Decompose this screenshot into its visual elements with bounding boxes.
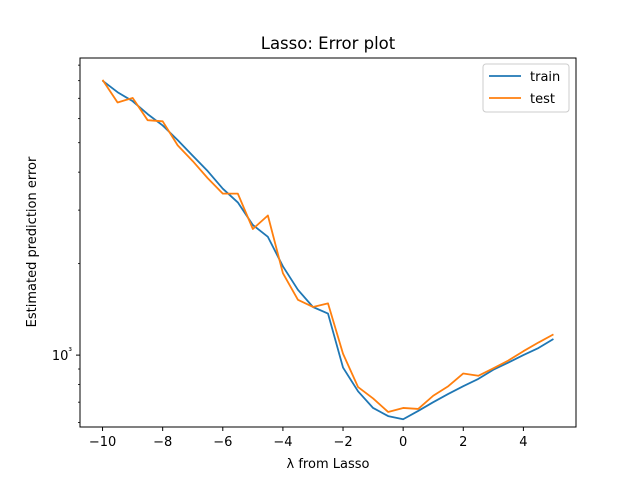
data-point-test xyxy=(222,192,224,194)
data-point-train xyxy=(192,155,194,157)
data-point-test xyxy=(237,192,239,194)
data-point-test xyxy=(267,214,269,216)
x-tick-label: −10 xyxy=(89,435,116,450)
data-point-test xyxy=(342,353,344,355)
data-point-train xyxy=(537,347,539,349)
data-point-train xyxy=(327,312,329,314)
data-point-test xyxy=(297,299,299,301)
chart-title: Lasso: Error plot xyxy=(261,34,396,53)
legend-label-test: test xyxy=(530,92,555,107)
data-point-test xyxy=(432,395,434,397)
data-point-test xyxy=(327,302,329,304)
data-point-test xyxy=(312,306,314,308)
series-line-test xyxy=(101,79,554,413)
data-point-test xyxy=(357,386,359,388)
data-point-test xyxy=(402,407,404,409)
x-axis: −10 −8 −6 −4 −2 0 2 4 xyxy=(89,427,528,450)
y-tick-label: 10³ xyxy=(52,347,73,364)
data-point-train xyxy=(372,407,374,409)
data-point-train xyxy=(237,201,239,203)
x-tick-label: 2 xyxy=(459,435,467,450)
data-point-test xyxy=(101,79,103,81)
x-tick-label: 4 xyxy=(519,435,527,450)
plot-area xyxy=(79,57,577,428)
data-point-test xyxy=(282,272,284,274)
x-tick-label: −4 xyxy=(273,435,292,450)
data-point-test xyxy=(161,120,163,122)
data-point-test xyxy=(387,411,389,413)
series-layer xyxy=(101,79,554,421)
data-point-test xyxy=(372,397,374,399)
data-point-test xyxy=(252,228,254,230)
data-point-test xyxy=(417,408,419,410)
data-point-test xyxy=(146,119,148,121)
data-point-train xyxy=(552,338,554,340)
plot-frame xyxy=(79,57,577,428)
x-tick-label: −6 xyxy=(213,435,232,450)
data-point-train xyxy=(522,354,524,356)
legend-label-train: train xyxy=(530,70,560,85)
data-point-test xyxy=(192,160,194,162)
series-line-train xyxy=(102,79,554,421)
data-point-train xyxy=(477,378,479,380)
data-point-train xyxy=(402,418,404,420)
data-point-test xyxy=(462,372,464,374)
data-point-test xyxy=(537,341,539,343)
data-point-test xyxy=(131,97,133,99)
data-point-train xyxy=(267,236,269,238)
data-point-train xyxy=(387,415,389,417)
y-axis: 10³ xyxy=(52,64,80,423)
data-point-test xyxy=(492,367,494,369)
x-tick-label: −8 xyxy=(153,435,172,450)
data-point-train xyxy=(161,124,163,126)
data-point-train xyxy=(222,187,224,189)
data-point-test xyxy=(116,101,118,103)
data-point-test xyxy=(207,177,209,179)
y-axis-label: Estimated prediction error xyxy=(25,156,40,327)
data-point-train xyxy=(342,366,344,368)
data-point-test xyxy=(177,144,179,146)
data-point-train xyxy=(177,139,179,141)
data-point-test xyxy=(522,350,524,352)
data-point-train xyxy=(116,91,118,93)
data-point-train xyxy=(297,289,299,291)
data-point-test xyxy=(552,333,554,335)
data-point-train xyxy=(462,385,464,387)
data-point-train xyxy=(432,401,434,403)
legend: train test xyxy=(482,63,570,113)
data-point-train xyxy=(207,170,209,172)
x-tick-label: −2 xyxy=(333,435,352,450)
data-point-train xyxy=(357,390,359,392)
data-point-test xyxy=(477,375,479,377)
x-axis-label: λ from Lasso xyxy=(287,457,370,472)
data-point-train xyxy=(447,393,449,395)
x-tick-label: 0 xyxy=(399,435,407,450)
data-point-test xyxy=(447,385,449,387)
data-point-train xyxy=(146,113,148,115)
data-point-test xyxy=(507,359,509,361)
